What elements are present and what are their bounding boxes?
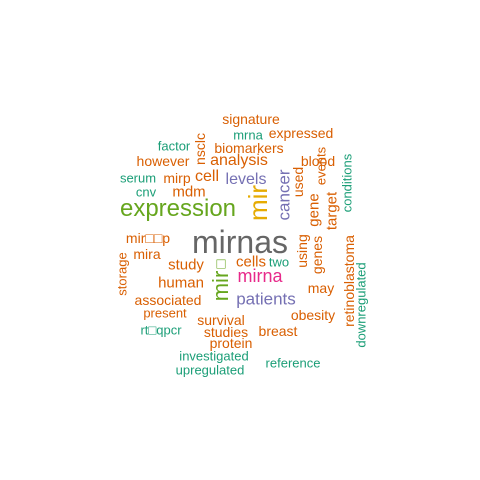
word-survival: survival: [197, 312, 245, 328]
word-mira: mira: [133, 246, 161, 262]
word-human: human: [158, 274, 204, 292]
word-may: may: [307, 280, 335, 296]
word-box: □: [216, 255, 226, 273]
word-gene: gene: [305, 193, 323, 227]
word-reference: reference: [265, 355, 321, 371]
word-patients: patients: [236, 289, 296, 309]
word-mdm: mdm: [172, 183, 206, 201]
word-studies: studies: [203, 324, 249, 340]
word-expressed: expressed: [268, 125, 334, 141]
word-events: events: [313, 146, 329, 186]
word-nsclc: nsclc: [192, 133, 208, 165]
word-mir-box-p: mir□□p: [125, 230, 171, 246]
word-however: however: [136, 153, 190, 169]
word-using: using: [294, 234, 310, 268]
word-genes: genes: [309, 235, 325, 275]
word-mirna: mirna: [237, 266, 283, 286]
word-cell: cell: [194, 168, 220, 185]
word-biomarkers: biomarkers: [214, 140, 284, 156]
word-downregulated: downregulated: [353, 262, 369, 348]
word-used: used: [290, 166, 306, 198]
word-blood: blood: [300, 153, 336, 169]
word-present: present: [143, 305, 187, 321]
word-rt-qpcr: rt□qpcr: [140, 322, 182, 338]
word-analysis: analysis: [210, 152, 268, 169]
word-upregulated: upregulated: [175, 362, 245, 378]
word-mirp: mirp: [163, 170, 191, 186]
word-cells: cells: [235, 253, 267, 271]
word-mir-vertical: mir: [243, 184, 273, 222]
word-associated: associated: [134, 292, 202, 308]
word-serum: serum: [119, 170, 157, 186]
word-obesity: obesity: [290, 307, 336, 323]
word-investigated: investigated: [179, 348, 249, 364]
word-levels: levels: [225, 171, 267, 188]
word-factor: factor: [157, 138, 191, 154]
word-mir-green: mir: [208, 270, 233, 302]
word-cnv: cnv: [135, 184, 157, 200]
word-target: target: [323, 191, 341, 231]
word-breast: breast: [258, 323, 298, 339]
word-study: study: [168, 256, 204, 274]
word-conditions: conditions: [339, 153, 355, 213]
word-mirnas: mirnas: [191, 224, 289, 260]
word-two: two: [268, 254, 290, 270]
word-signature: signature: [222, 111, 280, 127]
word-mrna: mrna: [233, 127, 263, 143]
word-protein: protein: [209, 335, 253, 351]
word-storage: storage: [114, 252, 130, 296]
word-expression: expression: [119, 195, 237, 222]
